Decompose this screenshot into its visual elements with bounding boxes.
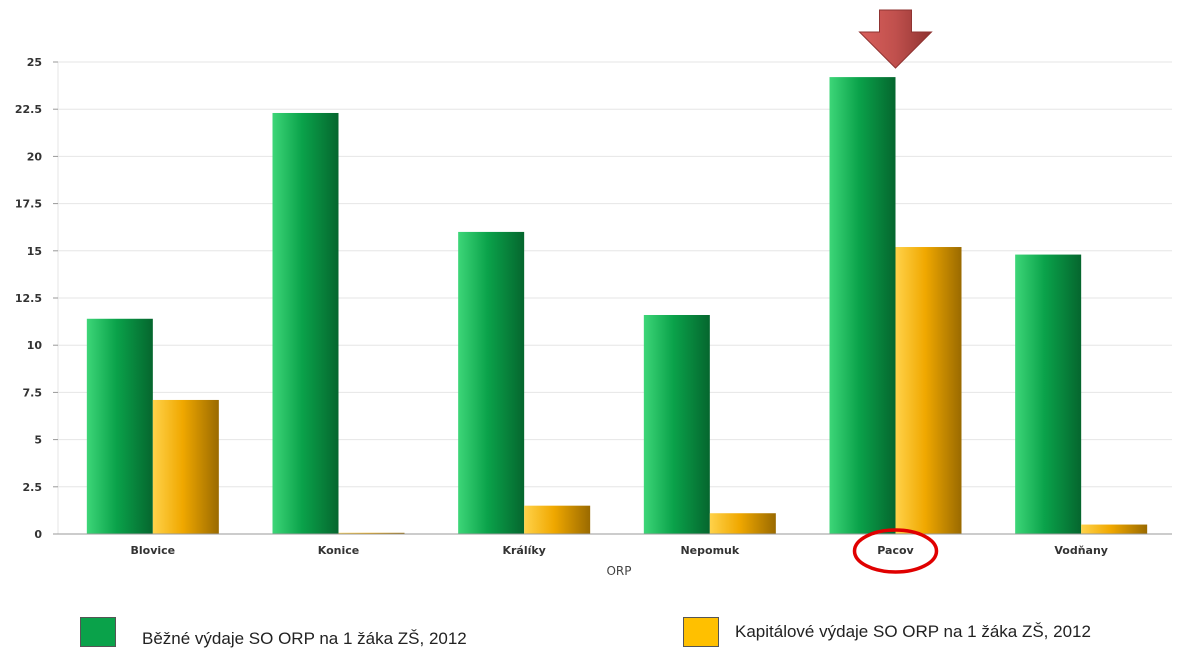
- bar-vodňany-series-1: [1015, 254, 1082, 535]
- y-axis-ticks: 0 2.5 5 7.5 10 12.5 15 17.5 20 22.5 25: [15, 56, 58, 541]
- highlight-circle: [852, 528, 939, 574]
- y-tick-label: 0: [34, 528, 42, 541]
- y-tick-label: 5: [34, 434, 42, 447]
- bar-nepomuk-series-1: [643, 314, 710, 534]
- legend-item-series-1: Běžné výdaje SO ORP na 1 žáka ZŠ, 2012: [80, 612, 467, 652]
- y-tick-label: 12.5: [15, 292, 42, 305]
- x-axis-title: ORP: [606, 564, 631, 578]
- bars: [86, 77, 1148, 535]
- bar-konice-series-1: [272, 112, 339, 534]
- x-tick-label: Blovice: [131, 544, 176, 557]
- y-tick-label: 17.5: [15, 198, 42, 211]
- bar-pacov-series-1: [829, 77, 896, 534]
- x-axis-categories: Blovice Konice Králíky Nepomuk Pacov Vodňany: [131, 544, 1108, 557]
- bar-nepomuk-series-2: [709, 513, 776, 534]
- bar-chart: 0 2.5 5 7.5 10 12.5 15 17.5 20 22.5 25 Blovice Koni…: [15, 9, 1172, 578]
- annotations: [852, 9, 939, 574]
- x-tick-label: Nepomuk: [680, 544, 739, 557]
- y-tick-label: 2.5: [23, 481, 43, 494]
- legend-swatch-orange: [683, 617, 719, 647]
- grid-lines: [57, 61, 1172, 534]
- y-tick-label: 25: [27, 56, 42, 69]
- bar-pacov-series-2: [895, 247, 962, 535]
- y-tick-label: 15: [27, 245, 42, 258]
- highlight-arrow-icon: [858, 9, 933, 69]
- legend-label-series-2: Kapitálové výdaje SO ORP na 1 žáka ZŠ, 2…: [735, 622, 1091, 641]
- bar-králíky-series-2: [524, 505, 591, 534]
- legend-swatch-green: [80, 617, 116, 647]
- legend-item-series-2: Kapitálové výdaje SO ORP na 1 žáka ZŠ, 2…: [683, 612, 1091, 652]
- x-tick-label: Králíky: [502, 544, 545, 557]
- bar-blovice-series-1: [86, 318, 153, 534]
- bar-králíky-series-1: [458, 231, 525, 535]
- y-tick-label: 7.5: [23, 386, 43, 399]
- x-tick-label: Konice: [318, 544, 359, 557]
- bar-blovice-series-2: [152, 399, 219, 534]
- y-tick-label: 20: [27, 150, 43, 163]
- bar-konice-series-2: [338, 532, 405, 534]
- x-tick-label: Pacov: [877, 544, 914, 557]
- bar-vodňany-series-2: [1081, 524, 1148, 534]
- y-tick-label: 22.5: [15, 103, 42, 116]
- legend-label-series-1: Běžné výdaje SO ORP na 1 žáka ZŠ, 2012: [142, 629, 467, 648]
- x-tick-label: Vodňany: [1054, 544, 1108, 557]
- y-tick-label: 10: [27, 339, 43, 352]
